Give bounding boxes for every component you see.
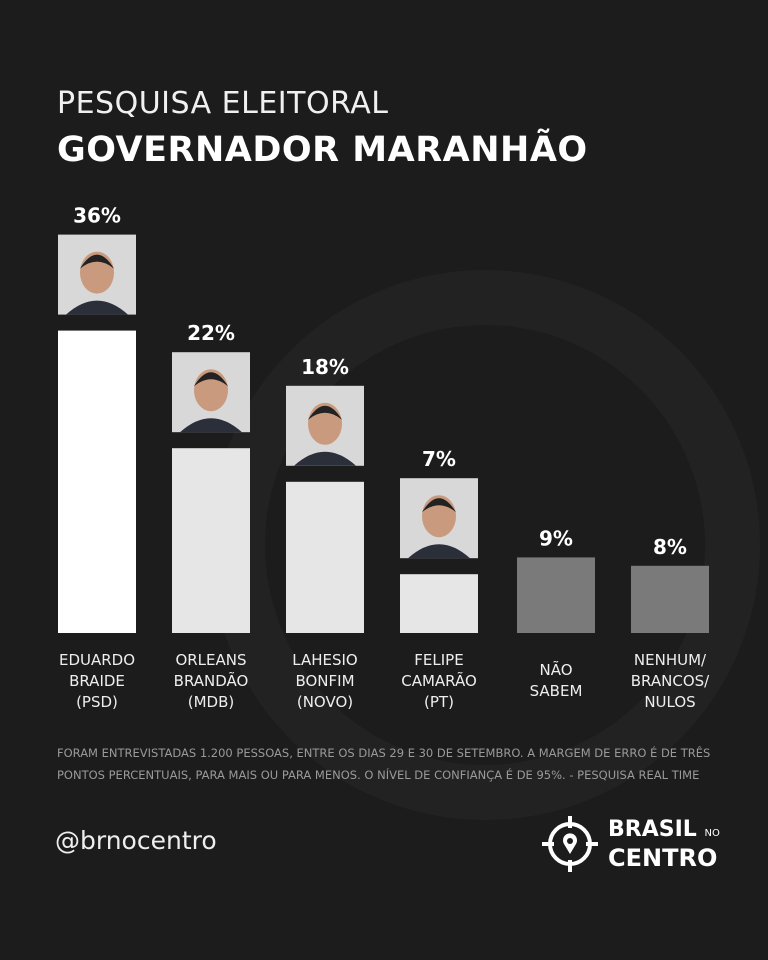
- category-label-line: BRANDÃO: [173, 672, 249, 690]
- category-label-line: (PT): [424, 693, 454, 711]
- category-label: FELIPE CAMARÃO (PT): [379, 650, 499, 713]
- category-label-line: ORLEANS: [175, 651, 247, 669]
- category-label-line: CAMARÃO: [401, 672, 477, 690]
- category-label-line: FELIPE: [414, 651, 464, 669]
- logo-small: NO: [704, 828, 720, 839]
- bar: [631, 565, 709, 633]
- brand-logo: BRASIL NO CENTRO: [540, 814, 720, 874]
- bar: [58, 330, 136, 633]
- value-label: 18%: [301, 355, 349, 379]
- candidate-photo: [286, 385, 364, 466]
- category-label-line: NÃO: [539, 661, 573, 679]
- value-label: 7%: [422, 447, 456, 471]
- category-label-line: BRAIDE: [69, 672, 125, 690]
- category-label: EDUARDO BRAIDE (PSD): [37, 650, 157, 713]
- crosshair-pin-icon: [542, 816, 598, 872]
- category-label-line: NENHUM/: [633, 651, 707, 669]
- category-label: NÃO SABEM: [496, 660, 616, 702]
- category-label-line: (PSD): [76, 693, 118, 711]
- bar: [400, 574, 478, 633]
- bar: [286, 481, 364, 633]
- category-label-line: (NOVO): [296, 693, 354, 711]
- category-label-line: LAHESIO: [292, 651, 358, 669]
- candidate-photo: [58, 234, 136, 315]
- social-handle: @brnocentro: [55, 826, 217, 855]
- category-label: NENHUM/BRANCOS/NULOS: [610, 650, 730, 713]
- category-label-line: BRANCOS/: [630, 672, 710, 690]
- value-label: 22%: [187, 321, 235, 345]
- candidate-photo: [400, 478, 478, 559]
- category-label-line: (MDB): [187, 693, 235, 711]
- category-label: LAHESIO BONFIM (NOVO): [265, 650, 385, 713]
- bar: [172, 448, 250, 633]
- candidate-photo: [172, 352, 250, 433]
- category-label-line: SABEM: [529, 682, 583, 700]
- logo-line1: BRASIL: [608, 817, 697, 842]
- bar: [517, 557, 595, 633]
- value-label: 8%: [653, 535, 687, 559]
- value-label: 36%: [73, 204, 121, 228]
- methodology-note: FORAM ENTREVISTADAS 1.200 PESSOAS, ENTRE…: [57, 746, 711, 782]
- page-title: GOVERNADOR MARANHÃO: [57, 130, 588, 170]
- category-label-line: BONFIM: [295, 672, 355, 690]
- category-label-line: EDUARDO: [58, 651, 136, 669]
- category-label: ORLEANS BRANDÃO (MDB): [151, 650, 271, 713]
- value-label: 9%: [539, 526, 573, 550]
- category-label-line: NULOS: [644, 693, 696, 711]
- logo-line2: CENTRO: [608, 844, 718, 872]
- page-subtitle: PESQUISA ELEITORAL: [57, 86, 389, 121]
